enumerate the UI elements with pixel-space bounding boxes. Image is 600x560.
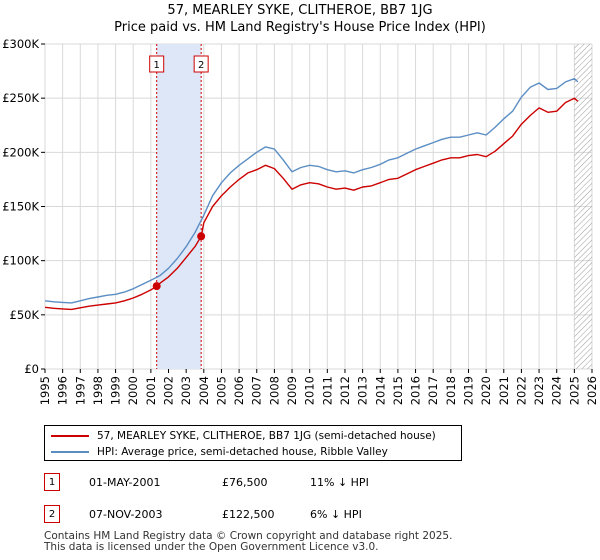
legend-swatch-property [51, 435, 89, 437]
x-tick-label: 2014 [373, 376, 387, 405]
chart-title-block: 57, MEARLEY SYKE, CLITHEROE, BB7 1JG Pri… [0, 2, 600, 36]
sale-date: 07-NOV-2003 [89, 508, 163, 521]
legend-swatch-hpi [51, 451, 89, 453]
x-tick-label: 2020 [479, 376, 493, 405]
x-tick-label: 2016 [409, 376, 423, 405]
legend: 57, MEARLEY SYKE, CLITHEROE, BB7 1JG (se… [44, 425, 462, 461]
x-tick-label: 2026 [585, 376, 599, 405]
y-tick-label: £100K [2, 254, 39, 268]
x-tick-label: 2019 [461, 376, 475, 405]
footer-line-1: Contains HM Land Registry data © Crown c… [44, 530, 453, 542]
sale-marker-box [193, 55, 209, 73]
x-tick-label: 2025 [567, 376, 581, 405]
forecast-hatch [574, 44, 592, 369]
x-tick-label: 2008 [267, 376, 281, 405]
x-tick-label: 2015 [391, 376, 405, 405]
x-tick-label: 1997 [73, 376, 87, 405]
x-tick-label: 2004 [197, 376, 211, 405]
y-tick-label: £150K [2, 200, 39, 214]
sale-hpi-diff: 11% ↓ HPI [310, 476, 369, 489]
sale-price: £76,500 [222, 476, 268, 489]
y-tick-label: £300K [2, 37, 39, 51]
x-tick-label: 2021 [497, 376, 511, 405]
footer-attribution: Contains HM Land Registry data © Crown c… [44, 531, 452, 553]
sale-point [152, 282, 161, 291]
sale-hpi-diff: 6% ↓ HPI [310, 508, 362, 521]
highlight-band-layer [156, 44, 592, 369]
y-tick-label: £250K [2, 91, 39, 105]
y-tick-label: £200K [2, 145, 39, 159]
x-tick-label: 2005 [214, 376, 228, 405]
x-tick-label: 2013 [356, 376, 370, 405]
x-tick-label: 2002 [162, 376, 176, 405]
x-tick-label: 2001 [144, 376, 158, 405]
sale-row-1: 1 01-MAY-2001 £76,500 11% ↓ HPI [44, 473, 484, 495]
legend-label-hpi: HPI: Average price, semi-detached house,… [97, 446, 388, 458]
sale-row-2: 2 07-NOV-2003 £122,500 6% ↓ HPI [44, 505, 484, 527]
chart-subtitle: Price paid vs. HM Land Registry's House … [114, 20, 486, 35]
legend-item-property: 57, MEARLEY SYKE, CLITHEROE, BB7 1JG (se… [51, 428, 436, 444]
x-tick-label: 1995 [38, 376, 52, 405]
highlight-band [156, 44, 202, 369]
series-layer [44, 78, 579, 311]
x-tick-label: 1998 [91, 376, 105, 405]
x-tick-label: 2012 [338, 376, 352, 405]
sale-marker-badge: 1 [44, 473, 60, 491]
sale-marker-badge: 2 [44, 505, 60, 523]
x-tick-label: 2018 [444, 376, 458, 405]
sale-marker-box [149, 55, 165, 73]
sale-date: 01-MAY-2001 [89, 476, 161, 489]
y-tick-label: £0 [24, 362, 39, 376]
x-tick-label: 2003 [179, 376, 193, 405]
x-tick-label: 2009 [285, 376, 299, 405]
sale-price: £122,500 [222, 508, 275, 521]
grid [44, 43, 593, 370]
sale-point [197, 232, 206, 241]
x-tick-label: 2006 [232, 376, 246, 405]
legend-label-property: 57, MEARLEY SYKE, CLITHEROE, BB7 1JG (se… [97, 430, 436, 442]
property-price-line [44, 97, 579, 311]
x-tick-label: 2017 [426, 376, 440, 405]
legend-item-hpi: HPI: Average price, semi-detached house,… [51, 444, 388, 460]
x-tick-label: 2000 [126, 376, 140, 405]
x-tick-label: 1996 [56, 376, 70, 405]
x-tick-label: 2024 [550, 376, 564, 405]
x-tick-label: 1999 [109, 376, 123, 405]
sale-marker-label: 2 [198, 60, 204, 71]
sale-marker-label: 1 [154, 60, 160, 71]
x-tick-label: 2023 [532, 376, 546, 405]
x-tick-label: 2010 [303, 376, 317, 405]
hpi-line [44, 78, 579, 304]
y-tick-label: £50K [10, 308, 40, 322]
x-tick-label: 2022 [514, 376, 528, 405]
x-tick-label: 2011 [320, 376, 334, 405]
chart-title: 57, MEARLEY SYKE, CLITHEROE, BB7 1JG [167, 3, 433, 18]
footer-line-2: This data is licensed under the Open Gov… [44, 541, 379, 553]
x-tick-label: 2007 [250, 376, 264, 405]
